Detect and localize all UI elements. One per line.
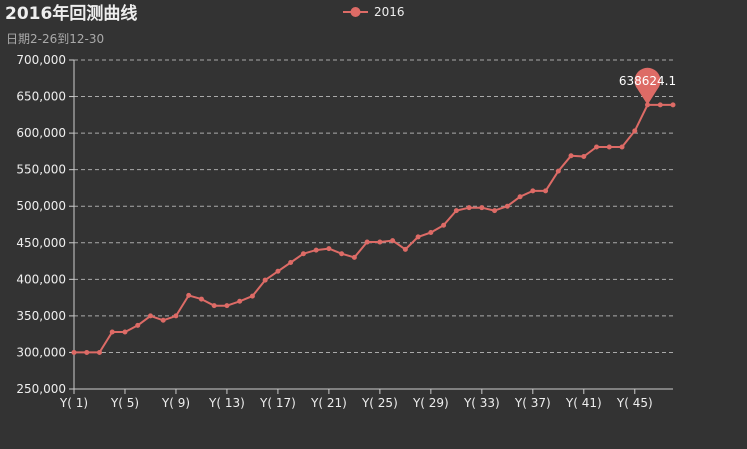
data-point [84, 349, 90, 355]
data-point [96, 349, 102, 355]
data-point [122, 329, 128, 335]
x-tick-label: Y( 17) [259, 396, 296, 410]
data-point [109, 329, 115, 335]
data-point [504, 203, 510, 209]
data-point [543, 188, 549, 194]
data-point [135, 322, 141, 328]
data-point [275, 268, 281, 274]
x-tick-label: Y( 45) [616, 396, 653, 410]
y-tick-label: 550,000 [16, 163, 66, 177]
data-point [390, 238, 396, 244]
data-point [211, 303, 217, 309]
data-point [530, 188, 536, 194]
data-point [606, 144, 612, 150]
data-point [224, 303, 230, 309]
data-point [632, 128, 638, 134]
data-point [288, 260, 294, 266]
mark-point-max: 638624.1 [619, 67, 676, 105]
x-tick-label: Y( 37) [514, 396, 551, 410]
data-point [326, 246, 332, 252]
data-point [313, 247, 319, 253]
x-tick-label: Y( 5) [110, 396, 139, 410]
y-tick-label: 250,000 [16, 382, 66, 396]
data-point [479, 205, 485, 211]
data-point [670, 102, 676, 108]
data-point [237, 298, 243, 304]
data-point [517, 194, 523, 200]
data-point [581, 154, 587, 160]
y-tick-label: 350,000 [16, 309, 66, 323]
x-tick-label: Y( 21) [310, 396, 347, 410]
map-pin-icon [634, 67, 661, 105]
data-point [300, 251, 306, 257]
data-point [364, 239, 370, 245]
data-point [568, 153, 574, 159]
y-tick-label: 600,000 [16, 126, 66, 140]
grid-lines [74, 59, 673, 353]
data-point [594, 144, 600, 150]
chart-title: 2016年回测曲线 [5, 4, 138, 24]
data-point [186, 292, 192, 298]
data-point [453, 208, 459, 214]
axes: 250,000 300,000 350,000 400,000 450,000 500,0… [16, 53, 673, 410]
x-tick-label: Y( 33) [463, 396, 500, 410]
legend-label: 2016 [374, 5, 405, 19]
data-point [249, 293, 255, 299]
data-point [147, 313, 153, 319]
data-point [173, 313, 179, 319]
data-point [466, 205, 472, 211]
data-point [160, 317, 166, 323]
legend-line-circle-icon [343, 7, 368, 17]
data-point [428, 230, 434, 236]
y-tick-label: 300,000 [16, 345, 66, 359]
x-tick-label: Y( 25) [361, 396, 398, 410]
data-point [351, 254, 357, 260]
y-tick-label: 450,000 [16, 236, 66, 250]
y-tick-label: 650,000 [16, 90, 66, 104]
series-line [74, 103, 673, 354]
legend-item-2016[interactable]: 2016 [343, 3, 405, 21]
y-tick-label: 500,000 [16, 199, 66, 213]
data-point [198, 296, 204, 302]
data-point [555, 168, 561, 174]
x-tick-label: Y( 29) [412, 396, 449, 410]
chart-subtitle: 日期2-26到12-30 [6, 32, 105, 46]
data-point [71, 349, 77, 355]
data-point [402, 246, 408, 252]
y-tick-label: 400,000 [16, 272, 66, 286]
y-tick-label: 700,000 [16, 53, 66, 67]
x-tick-label: Y( 1) [59, 396, 88, 410]
data-point [492, 208, 498, 214]
data-point [619, 144, 625, 150]
x-tick-label: Y( 9) [161, 396, 190, 410]
x-tick-label: Y( 41) [565, 396, 602, 410]
mark-point-label: 638624.1 [619, 74, 676, 88]
x-tick-label: Y( 13) [208, 396, 245, 410]
data-point [377, 239, 383, 245]
data-point [441, 222, 447, 228]
data-point [415, 234, 421, 240]
data-point [339, 251, 345, 257]
series-2016 [71, 102, 676, 355]
data-point [262, 277, 268, 283]
data-point [657, 102, 663, 108]
